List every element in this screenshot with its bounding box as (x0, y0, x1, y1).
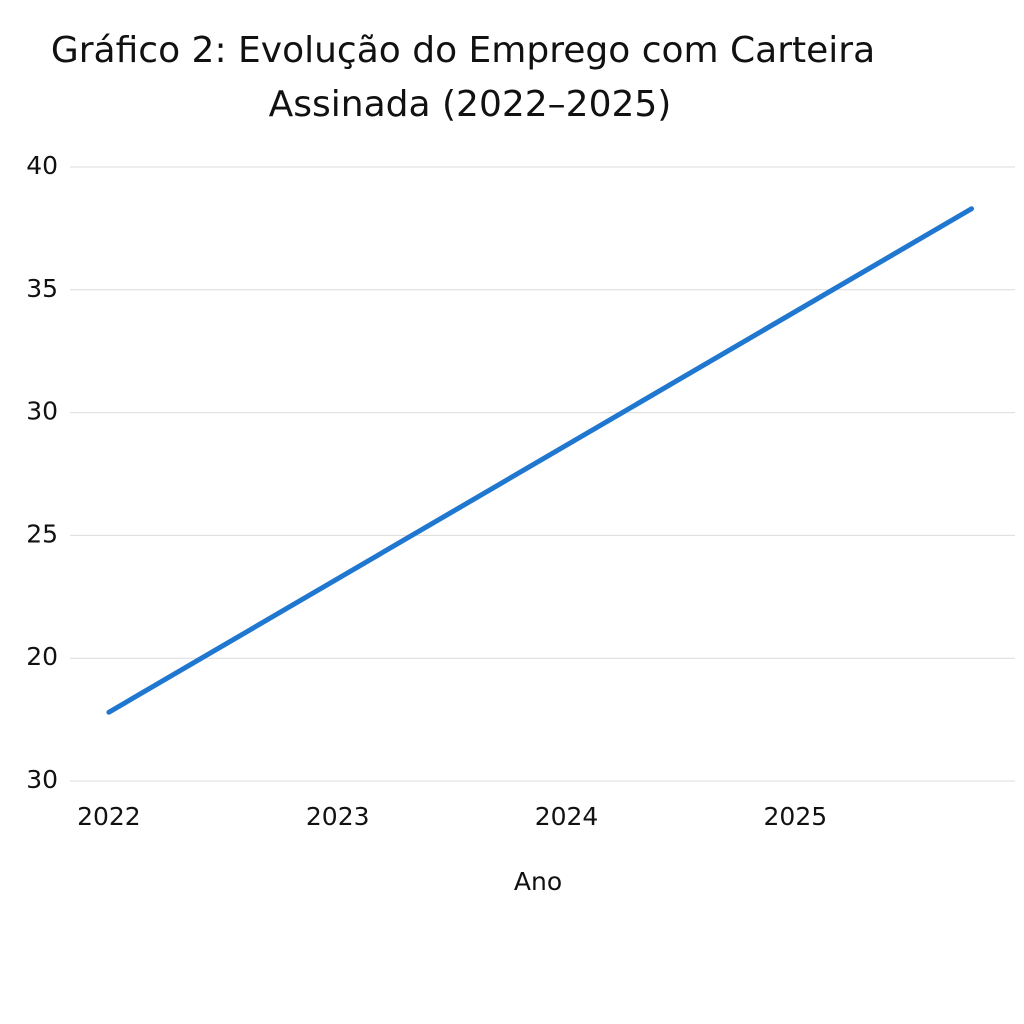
chart-title: Gráfico 2: Evolução do Emprego com Carte… (51, 30, 875, 71)
y-tick-label: 40 (26, 151, 58, 180)
x-axis-label: Ano (514, 867, 562, 896)
x-tick-label: 2022 (77, 802, 141, 831)
x-tick-label: 2024 (535, 802, 599, 831)
y-tick-label: 35 (26, 274, 58, 303)
x-tick-label: 2023 (306, 802, 370, 831)
data-line (106, 206, 975, 715)
y-tick-label: 30 (26, 397, 58, 426)
y-tick-label: 20 (26, 642, 58, 671)
x-tick-label: 2025 (764, 802, 828, 831)
y-tick-label: 25 (26, 519, 58, 548)
chart-title: Assinada (2022–2025) (269, 84, 672, 125)
y-tick-label: 30 (26, 765, 58, 794)
